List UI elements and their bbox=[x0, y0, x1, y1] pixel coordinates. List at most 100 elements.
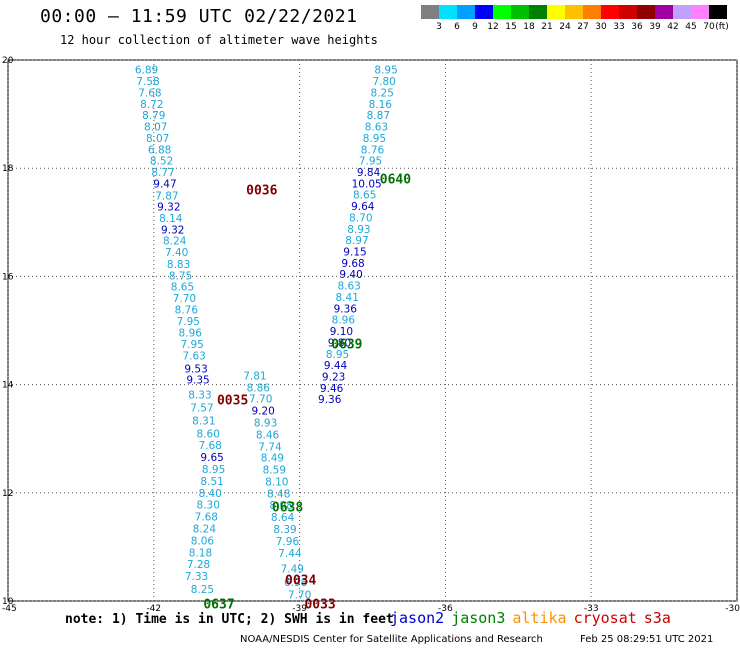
legend-label: 39 bbox=[649, 22, 661, 32]
page-subtitle: 12 hour collection of altimeter wave hei… bbox=[60, 33, 378, 47]
legend-swatch bbox=[547, 5, 565, 19]
swh-value: 8.77 bbox=[151, 167, 174, 179]
swh-value: 7.40 bbox=[165, 247, 188, 259]
swh-value: 8.95 bbox=[374, 65, 397, 77]
swh-value: 6.88 bbox=[148, 144, 171, 156]
legend-swatch bbox=[637, 5, 655, 19]
swh-value: 9.40 bbox=[339, 269, 362, 281]
swh-value: 8.07 bbox=[146, 133, 169, 145]
legend-swatch bbox=[457, 5, 475, 19]
y-tick-label: 12 bbox=[2, 489, 13, 499]
swh-value: 6.98 bbox=[284, 577, 307, 589]
swh-value: 7.70 bbox=[288, 590, 311, 602]
pass-time-label: 0640 bbox=[380, 172, 411, 187]
legend-swatch bbox=[673, 5, 691, 19]
swh-value: 9.23 bbox=[322, 371, 345, 383]
satellite-name: s3a bbox=[643, 609, 671, 627]
legend-label: 33 bbox=[613, 22, 625, 32]
page-title: 00:00 – 11:59 UTC 02/22/2021 bbox=[40, 6, 358, 27]
legend-swatch bbox=[709, 5, 727, 19]
legend-label: 30 bbox=[595, 22, 607, 32]
swh-value: 9.10 bbox=[330, 326, 353, 338]
swh-value: 8.31 bbox=[192, 415, 215, 427]
swh-value: 7.63 bbox=[182, 350, 205, 362]
legend-label: 42 bbox=[667, 22, 679, 32]
swh-value: 8.14 bbox=[159, 213, 183, 225]
satellite-name: jason3 bbox=[451, 609, 506, 627]
pass-time-label: 0639 bbox=[331, 337, 362, 352]
legend-swatch bbox=[511, 5, 529, 19]
swh-value: 7.58 bbox=[136, 76, 159, 88]
swh-value: 7.70 bbox=[173, 293, 196, 305]
swh-value: 7.95 bbox=[177, 316, 200, 328]
y-tick-label: 20 bbox=[2, 56, 14, 66]
swh-value: 9.53 bbox=[184, 363, 207, 375]
y-tick-label: 16 bbox=[2, 272, 14, 282]
swh-value: 7.44 bbox=[278, 548, 302, 560]
pass-time-label: 0033 bbox=[304, 598, 335, 613]
swh-value: 7.96 bbox=[276, 536, 300, 548]
x-tick-label: -30 bbox=[725, 604, 740, 614]
swh-value: 9.84 bbox=[357, 167, 381, 179]
x-tick-label: -36 bbox=[438, 604, 453, 614]
swh-value: 8.30 bbox=[197, 500, 220, 512]
swh-value: 8.70 bbox=[349, 212, 372, 224]
x-tick-label: -42 bbox=[146, 604, 161, 614]
legend-label: 36 bbox=[631, 22, 643, 32]
swh-value: 8.10 bbox=[265, 476, 288, 488]
pass-time-label: 0034 bbox=[285, 573, 316, 588]
swh-value: 8.93 bbox=[254, 417, 277, 429]
swh-value: 7.95 bbox=[180, 339, 203, 351]
y-tick-label: 10 bbox=[2, 597, 14, 607]
swh-value: 8.60 bbox=[197, 428, 220, 440]
pass-time-label: 0035 bbox=[217, 394, 248, 409]
pass-time-label: 0638 bbox=[272, 500, 303, 515]
swh-value: 6.89 bbox=[135, 65, 158, 77]
swh-value: 8.65 bbox=[171, 282, 194, 294]
x-tick-label: -45 bbox=[2, 604, 17, 614]
swh-value: 8.96 bbox=[179, 328, 203, 340]
swh-value: 8.96 bbox=[332, 315, 356, 327]
swh-value: 9.46 bbox=[320, 383, 344, 395]
y-tick-label: 14 bbox=[2, 381, 14, 391]
legend-label: 70 bbox=[703, 22, 715, 32]
x-tick-label: -39 bbox=[292, 604, 307, 614]
swh-value: 9.36 bbox=[334, 303, 358, 315]
swh-value: 8.76 bbox=[175, 304, 199, 316]
legend-swatch bbox=[493, 5, 511, 19]
legend-swatch bbox=[583, 5, 601, 19]
legend-swatch bbox=[439, 5, 457, 19]
swh-value: 9.32 bbox=[161, 224, 184, 236]
swh-value: 8.59 bbox=[263, 465, 286, 477]
swh-value: 8.63 bbox=[365, 122, 388, 134]
satellite-name: altika bbox=[512, 609, 567, 627]
swh-value: 8.72 bbox=[140, 99, 163, 111]
swh-value: 8.95 bbox=[363, 133, 386, 145]
swh-value: 7.68 bbox=[195, 512, 218, 524]
swh-value: 9.80 bbox=[328, 337, 351, 349]
swh-value: 8.97 bbox=[345, 235, 368, 247]
swh-value: 8.49 bbox=[261, 453, 284, 465]
swh-value: 8.25 bbox=[371, 87, 394, 99]
swh-value: 7.95 bbox=[359, 156, 382, 168]
swh-value: 8.06 bbox=[191, 535, 215, 547]
pass-time-label: 0036 bbox=[246, 183, 277, 198]
swh-value: 8.76 bbox=[361, 144, 385, 156]
swh-value: 8.24 bbox=[193, 524, 217, 536]
swh-value: 7.81 bbox=[243, 370, 266, 382]
legend-label: 9 bbox=[472, 22, 478, 32]
swh-value: 8.75 bbox=[169, 270, 192, 282]
swh-value: 8.86 bbox=[247, 382, 271, 394]
legend-label: 18 bbox=[523, 22, 535, 32]
footer-credit: NOAA/NESDIS Center for Satellite Applica… bbox=[240, 634, 543, 645]
swh-value: 8.48 bbox=[267, 488, 290, 500]
swh-value: 7.57 bbox=[190, 402, 213, 414]
swh-value: 7.28 bbox=[187, 559, 210, 571]
swh-value: 8.83 bbox=[167, 259, 190, 271]
legend-label: 24 bbox=[559, 22, 571, 32]
swh-value: 9.36 bbox=[318, 394, 342, 406]
swh-value: 7.68 bbox=[138, 87, 161, 99]
swh-value: 9.20 bbox=[251, 406, 274, 418]
legend-label: 6 bbox=[454, 22, 460, 32]
swh-value: 9.64 bbox=[351, 201, 375, 213]
